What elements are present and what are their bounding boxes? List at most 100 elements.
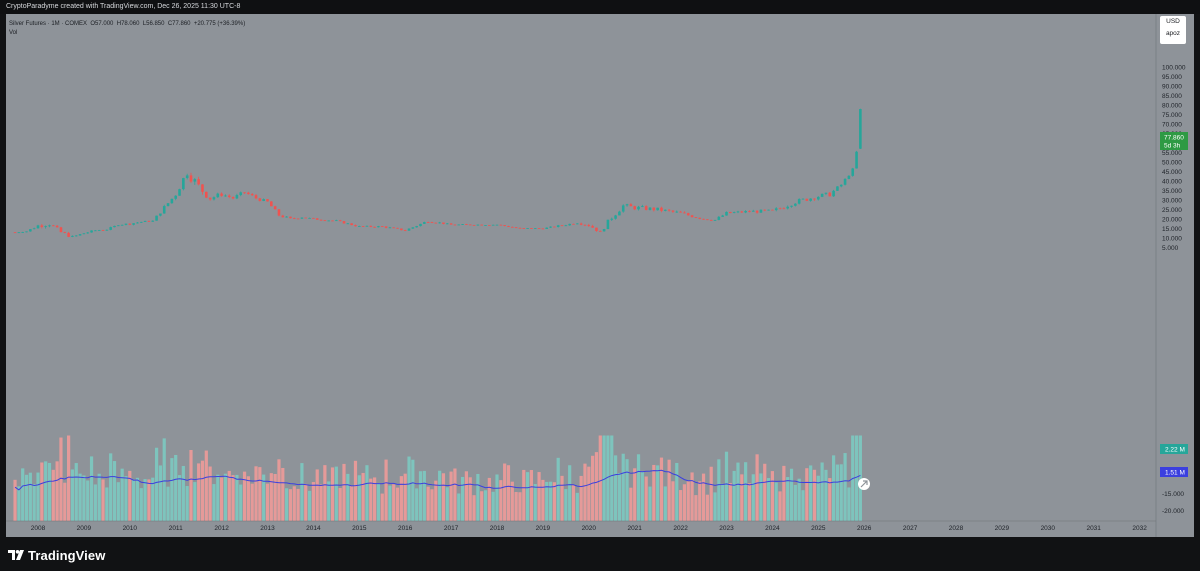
candle-body bbox=[289, 216, 292, 219]
volume-bar bbox=[709, 466, 713, 521]
last-price-label: 77.860 5d 3h bbox=[1160, 132, 1188, 150]
candle-body bbox=[216, 193, 220, 198]
volume-bar bbox=[713, 492, 717, 521]
candle-body bbox=[449, 223, 453, 225]
volume-bar bbox=[763, 463, 767, 521]
candle-body bbox=[488, 225, 491, 226]
volume-bar bbox=[242, 471, 247, 521]
volume-bar bbox=[17, 486, 21, 521]
candle-body bbox=[373, 226, 376, 228]
volume-bar bbox=[361, 472, 365, 521]
volume-bar bbox=[663, 486, 667, 521]
price-tick-label: 10.000 bbox=[1162, 236, 1182, 243]
volume-bar bbox=[177, 475, 182, 521]
candle-body bbox=[445, 223, 449, 225]
candle-body bbox=[744, 211, 747, 213]
volume-bar bbox=[483, 490, 488, 521]
open-value: O57.000 bbox=[90, 21, 114, 27]
candle-body bbox=[327, 220, 330, 222]
candle-body bbox=[759, 209, 763, 213]
volume-bar bbox=[154, 447, 159, 521]
candle-body bbox=[178, 189, 181, 196]
volume-bar bbox=[529, 470, 534, 521]
candle-body bbox=[843, 178, 847, 185]
candle-body bbox=[21, 232, 24, 233]
time-tick-label: 2024 bbox=[765, 525, 780, 532]
volume-bar bbox=[59, 437, 63, 521]
candle-body bbox=[143, 220, 147, 222]
candle-body bbox=[602, 229, 606, 232]
volume-bar bbox=[560, 475, 564, 521]
volume-bar bbox=[568, 465, 572, 521]
volume-bar bbox=[32, 484, 36, 521]
candle-body bbox=[201, 184, 204, 192]
candle-body bbox=[227, 195, 231, 197]
volume-bar bbox=[220, 477, 224, 521]
volume-bar bbox=[510, 481, 514, 521]
volume-bar bbox=[418, 471, 423, 521]
time-axis[interactable]: 2008 2009 2010 2011 2012 2013 2014 2015 2016 2017… bbox=[31, 525, 1147, 532]
chart-pane[interactable]: 100.000 95.000 90.000 85.000 80.000 75.000 70.… bbox=[6, 14, 1194, 537]
price-tick-label: 25.000 bbox=[1162, 207, 1182, 214]
candle-body bbox=[595, 227, 598, 231]
volume-bar bbox=[438, 470, 442, 521]
volume-bar bbox=[721, 483, 725, 521]
volume-bar bbox=[621, 453, 625, 521]
candle-body bbox=[732, 212, 736, 214]
volume-bar bbox=[613, 455, 618, 521]
candle-body bbox=[809, 198, 812, 201]
volume-bar bbox=[541, 479, 545, 521]
candle-body bbox=[423, 222, 426, 224]
candle-body bbox=[503, 225, 506, 227]
candle-body bbox=[805, 198, 809, 201]
candle-body bbox=[549, 226, 552, 228]
candle-body bbox=[614, 215, 617, 219]
candle-body bbox=[338, 220, 342, 222]
candle-body bbox=[740, 211, 744, 213]
volume-bar bbox=[369, 478, 373, 521]
volume-bar bbox=[778, 491, 782, 521]
volume-bar bbox=[40, 462, 44, 521]
volume-bar bbox=[365, 465, 369, 521]
candle-body bbox=[721, 215, 724, 217]
volume-bar bbox=[426, 486, 430, 521]
volume-bar bbox=[300, 463, 304, 521]
volume-bar bbox=[522, 469, 526, 521]
volume-bar bbox=[460, 476, 465, 521]
currency-unit-selector[interactable]: USD apoz bbox=[1160, 16, 1186, 44]
candle-body bbox=[162, 206, 166, 214]
currency-label: USD bbox=[1166, 18, 1180, 25]
candle-body bbox=[197, 179, 200, 185]
volume-bar bbox=[625, 459, 629, 521]
volume-bar bbox=[526, 472, 530, 521]
volume-bar bbox=[116, 482, 120, 521]
candle-body bbox=[159, 213, 162, 216]
price-chart[interactable]: 100.000 95.000 90.000 85.000 80.000 75.000 70.… bbox=[6, 14, 1194, 537]
time-tick-label: 2018 bbox=[490, 525, 505, 532]
candle-body bbox=[579, 223, 583, 225]
candle-body bbox=[388, 227, 392, 229]
candle-body bbox=[514, 227, 518, 229]
volume-bar bbox=[285, 488, 289, 521]
candle-body bbox=[277, 209, 281, 216]
volume-bar bbox=[415, 488, 419, 521]
candle-body bbox=[556, 225, 560, 228]
volume-bar bbox=[13, 479, 17, 521]
brand-name: TradingView bbox=[28, 548, 106, 563]
candle-body bbox=[270, 201, 273, 207]
candle-body bbox=[155, 215, 158, 221]
volume-bar bbox=[128, 470, 132, 521]
volume-bar bbox=[548, 481, 553, 521]
time-tick-label: 2023 bbox=[719, 525, 734, 532]
volume-bar bbox=[499, 480, 503, 521]
footer-bar: TradingView bbox=[0, 537, 1200, 571]
volume-bar bbox=[847, 487, 851, 521]
candle-body bbox=[285, 216, 288, 218]
volume-bar bbox=[63, 482, 67, 521]
volume-bar bbox=[323, 465, 327, 521]
candle-body bbox=[694, 217, 698, 219]
volume-bar bbox=[854, 435, 859, 521]
volume-bar bbox=[21, 468, 25, 521]
volume-bar bbox=[376, 482, 381, 521]
candle-body bbox=[526, 228, 529, 229]
